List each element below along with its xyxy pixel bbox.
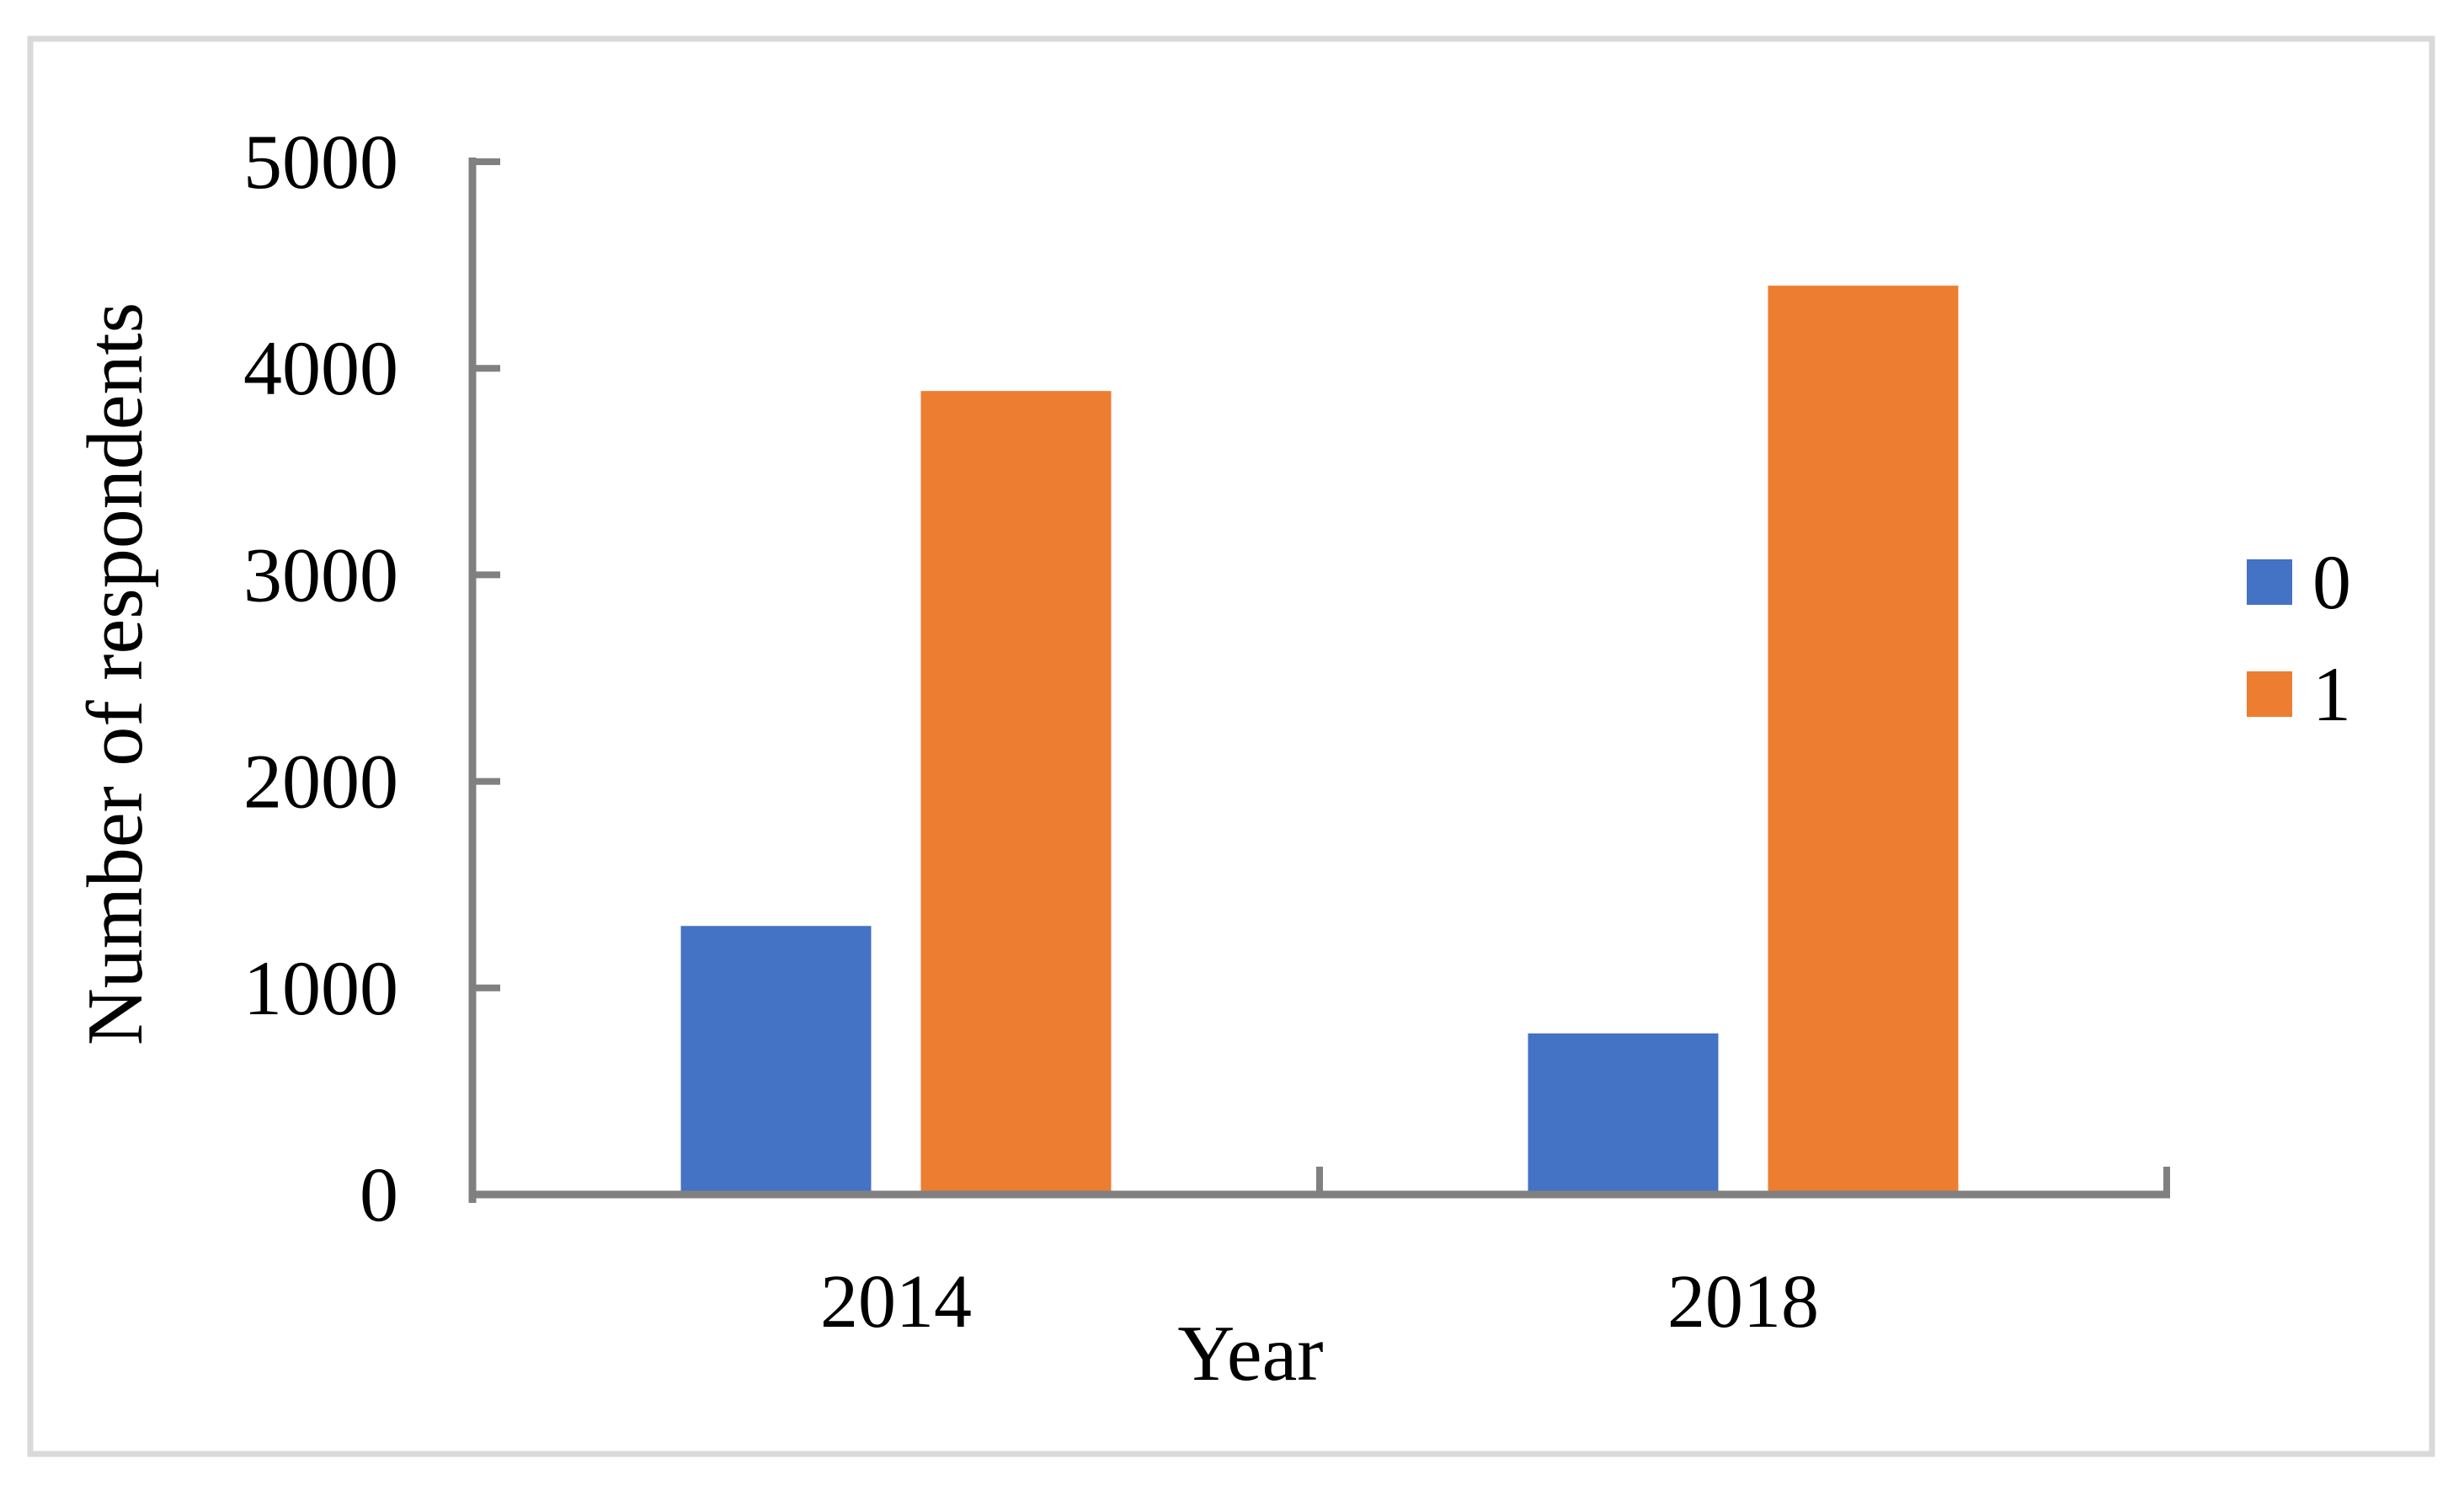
y-tick-label-4000: 4000 bbox=[243, 325, 398, 411]
bar-2018-series-0 bbox=[1528, 1033, 1719, 1194]
legend: 01 bbox=[2247, 539, 2351, 737]
legend-label-0: 0 bbox=[2312, 539, 2351, 625]
y-tick-label-0: 0 bbox=[360, 1152, 398, 1237]
bar-2014-series-1 bbox=[920, 391, 1112, 1194]
legend-swatch-0 bbox=[2247, 559, 2292, 605]
y-axis-ticks bbox=[472, 158, 500, 991]
bar-2014-series-0 bbox=[680, 926, 872, 1194]
x-axis-ticks bbox=[1316, 1167, 2170, 1194]
figure-border bbox=[27, 35, 2435, 1457]
legend-label-1: 1 bbox=[2312, 651, 2351, 737]
x-category-label-2014: 2014 bbox=[820, 1260, 972, 1344]
y-tick-label-1000: 1000 bbox=[243, 945, 398, 1031]
y-axis-tick-labels: 0 1000 2000 3000 4000 5000 bbox=[243, 119, 398, 1237]
bar-series-group bbox=[680, 286, 1959, 1194]
y-axis-title: Number of respondents bbox=[72, 302, 159, 1045]
x-axis-category-labels: 2014 2018 bbox=[820, 1260, 1819, 1344]
y-tick-label-5000: 5000 bbox=[243, 119, 398, 205]
bar-2018-series-1 bbox=[1768, 286, 1959, 1194]
x-axis-title: Year bbox=[1177, 1310, 1323, 1397]
y-tick-label-3000: 3000 bbox=[243, 532, 398, 617]
legend-swatch-1 bbox=[2247, 671, 2292, 717]
y-tick-label-2000: 2000 bbox=[243, 739, 398, 825]
x-category-label-2018: 2018 bbox=[1667, 1260, 1819, 1344]
